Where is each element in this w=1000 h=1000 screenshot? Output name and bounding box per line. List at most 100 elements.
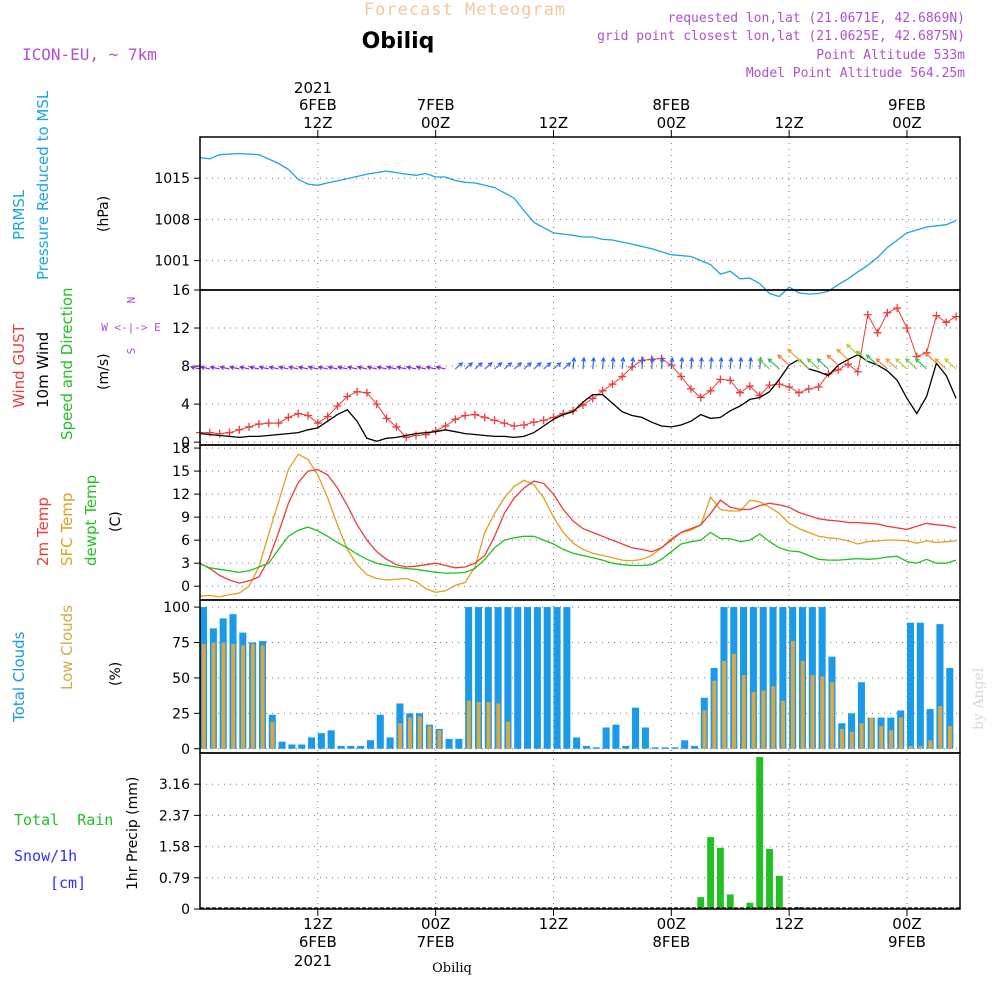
- wind-direction-arrow: [600, 356, 606, 369]
- low-cloud-bar: [722, 660, 727, 749]
- wind-direction-arrow: [464, 362, 474, 370]
- wind-direction-arrow: [748, 356, 754, 369]
- wind-direction-arrow: [865, 354, 878, 366]
- precip-ylabel: 1hr Precip (mm): [125, 777, 141, 890]
- precip-grid: 0 0.79 1.58 2.37 3.16: [159, 753, 960, 918]
- wind-direction-arrow: [620, 356, 626, 369]
- pressure-frame: [199, 136, 961, 291]
- wind-unit: (m/s): [96, 353, 112, 390]
- temp-marks: [199, 453, 957, 598]
- wind-direction-arrow: [826, 354, 839, 366]
- y-tick-label: 1001: [154, 254, 190, 270]
- wind-direction-arrow: [189, 365, 201, 371]
- compass-we: W <-|-> E: [101, 321, 161, 334]
- gust-marker: [844, 360, 853, 369]
- gust-marker: [235, 425, 244, 434]
- wind-direction-arrow: [307, 365, 318, 371]
- bottom-hour-label: 12Z: [303, 915, 332, 933]
- temp-labels: 2m Temp SFC Temp dewpt Temp (C): [34, 475, 124, 566]
- top-day-label: 7FEB: [417, 96, 455, 114]
- wind-direction-arrow: [287, 365, 299, 371]
- gust-marker: [736, 388, 745, 397]
- wind-direction-arrow: [454, 362, 464, 370]
- gust-marker: [569, 406, 578, 415]
- bottom-hour-label: 12Z: [539, 915, 568, 933]
- gust-marker: [893, 304, 902, 313]
- gust-marker: [745, 382, 754, 391]
- low-cloud-bar: [506, 721, 511, 749]
- y-tick-label: 6: [181, 533, 190, 549]
- gust-marker: [362, 388, 371, 397]
- rain-bar: [766, 848, 773, 909]
- temp-label-sfc: SFC Temp: [58, 493, 76, 566]
- gust-marker: [608, 380, 617, 389]
- temp-panel: 0 3 6 9 12 15 18: [172, 441, 961, 601]
- total-cloud-bar: [298, 744, 306, 749]
- low-cloud-bar: [476, 702, 481, 749]
- gust-marker: [785, 382, 794, 391]
- total-cloud-bar: [366, 740, 374, 749]
- rain-bar: [726, 894, 734, 909]
- low-cloud-bar: [898, 717, 903, 749]
- y-tick-label: 3.16: [159, 777, 190, 793]
- rain-bar: [775, 875, 783, 909]
- wind-direction-arrow: [327, 365, 338, 371]
- total-cloud-bar: [337, 745, 345, 749]
- total-cloud-bar: [749, 607, 757, 749]
- compass-north: N: [125, 297, 138, 304]
- y-tick-label: 12: [172, 487, 190, 503]
- wind-direction-arrow: [640, 356, 646, 369]
- wind-direction-arrow: [944, 358, 957, 370]
- total-cloud-bar: [465, 607, 473, 749]
- precip-marks: [200, 756, 960, 909]
- wind-direction-arrow: [777, 354, 790, 366]
- low-cloud-bar: [417, 716, 422, 749]
- header-point-alt: Point Altitude 533m: [816, 48, 965, 63]
- gust-marker: [441, 421, 450, 430]
- wind-direction-arrow: [366, 365, 377, 371]
- y-tick-label: 50: [172, 671, 190, 687]
- clouds-marks: [200, 607, 954, 749]
- low-cloud-bar: [466, 700, 471, 749]
- gust-marker: [863, 310, 872, 319]
- precip-label-rain: Total Rain: [14, 811, 113, 829]
- clouds-panel: 0 25 50 75 100: [163, 599, 961, 758]
- wind-direction-arrow: [728, 356, 734, 369]
- precip-labels: Total Rain Snow/1h [cm] 1hr Precip (mm): [14, 777, 141, 892]
- wind-line: [199, 353, 957, 442]
- header-model-alt: Model Point Altitude 564.25m: [746, 66, 965, 81]
- bottom-day-label: 9FEB: [888, 933, 926, 951]
- total-cloud-bar: [769, 607, 777, 749]
- gust-marker: [353, 387, 362, 396]
- wind-direction-arrow: [337, 365, 348, 371]
- y-tick-label: 15: [172, 464, 190, 480]
- total-cloud-bar: [504, 607, 512, 749]
- top-hour-label: 12Z: [774, 114, 803, 132]
- low-cloud-bar: [496, 703, 501, 749]
- wind-direction-arrow: [806, 358, 820, 370]
- low-cloud-bar: [820, 676, 825, 749]
- total-cloud-bar: [622, 745, 630, 749]
- pressure-label-msl: Pressure Reduced to MSL: [34, 90, 52, 280]
- credit-text: by Angel: [971, 667, 987, 730]
- total-cloud-bar: [926, 709, 934, 749]
- gust-marker: [814, 382, 823, 391]
- bottom-hour-label: 12Z: [774, 915, 803, 933]
- bottom-hour-label: 00Z: [892, 915, 921, 933]
- precip-label-snow: Snow/1h: [14, 847, 77, 865]
- top-hour-label: 00Z: [892, 114, 921, 132]
- wind-direction-arrow: [513, 362, 523, 370]
- top-day-label: 9FEB: [888, 96, 926, 114]
- gust-marker: [421, 430, 430, 439]
- temp-grid: 0 3 6 9 12 15 18: [172, 441, 960, 600]
- total-cloud-bar: [681, 740, 689, 749]
- cloud-labels: Total Clouds Low Clouds (%): [10, 605, 124, 723]
- wind-direction-arrow: [415, 365, 426, 371]
- wind-direction-arrow: [924, 352, 937, 364]
- total-cloud-bar: [474, 607, 483, 749]
- precip-label-cm: [cm]: [50, 874, 86, 892]
- gust-marker: [804, 384, 813, 393]
- wind-direction-arrow: [553, 362, 562, 370]
- gust-marker: [245, 422, 254, 431]
